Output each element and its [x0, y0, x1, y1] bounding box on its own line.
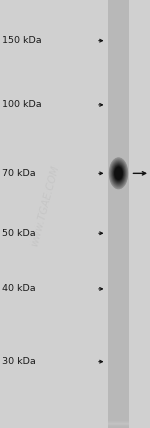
- Bar: [108, 411, 129, 420]
- Ellipse shape: [114, 166, 123, 181]
- Ellipse shape: [111, 161, 126, 185]
- Bar: [108, 411, 129, 420]
- Bar: [108, 418, 129, 426]
- Ellipse shape: [114, 166, 123, 181]
- Ellipse shape: [113, 165, 124, 182]
- Ellipse shape: [112, 163, 125, 184]
- Bar: [108, 419, 129, 428]
- Ellipse shape: [110, 160, 127, 187]
- Bar: [108, 411, 129, 419]
- Bar: [108, 419, 129, 427]
- Ellipse shape: [114, 166, 123, 180]
- Bar: [108, 0, 129, 428]
- Bar: [108, 413, 129, 422]
- Bar: [108, 418, 129, 426]
- Ellipse shape: [109, 158, 128, 189]
- Bar: [108, 419, 129, 428]
- Ellipse shape: [113, 164, 124, 182]
- Bar: [108, 412, 129, 420]
- Bar: [108, 412, 129, 420]
- Bar: [108, 419, 129, 428]
- Bar: [108, 413, 129, 421]
- Bar: [108, 416, 129, 424]
- Ellipse shape: [112, 163, 125, 184]
- Bar: [108, 414, 129, 422]
- Bar: [108, 417, 129, 426]
- Bar: [108, 416, 129, 425]
- Bar: [108, 419, 129, 428]
- Bar: [108, 417, 129, 426]
- Bar: [108, 419, 129, 427]
- Ellipse shape: [111, 161, 126, 186]
- Bar: [108, 415, 129, 424]
- Bar: [108, 417, 129, 425]
- Ellipse shape: [109, 158, 128, 189]
- Ellipse shape: [114, 166, 123, 180]
- Bar: [108, 418, 129, 427]
- Text: 50 kDa: 50 kDa: [2, 229, 35, 238]
- Ellipse shape: [109, 158, 128, 189]
- Ellipse shape: [115, 167, 122, 180]
- Bar: [108, 413, 129, 422]
- Bar: [108, 417, 129, 425]
- Ellipse shape: [111, 162, 126, 185]
- Ellipse shape: [114, 165, 123, 181]
- Ellipse shape: [114, 166, 123, 181]
- Bar: [108, 412, 129, 420]
- Ellipse shape: [112, 163, 124, 183]
- Bar: [108, 415, 129, 424]
- Ellipse shape: [110, 158, 128, 188]
- Bar: [108, 413, 129, 421]
- Ellipse shape: [113, 164, 124, 183]
- Ellipse shape: [114, 166, 123, 181]
- Ellipse shape: [113, 163, 124, 183]
- Bar: [108, 414, 129, 423]
- Bar: [108, 418, 129, 427]
- Ellipse shape: [112, 163, 125, 184]
- Bar: [108, 414, 129, 423]
- Ellipse shape: [109, 157, 128, 190]
- Bar: [108, 413, 129, 421]
- Bar: [108, 416, 129, 425]
- Bar: [108, 416, 129, 425]
- Bar: [108, 419, 129, 427]
- Ellipse shape: [112, 162, 125, 184]
- Bar: [108, 413, 129, 422]
- Text: 150 kDa: 150 kDa: [2, 36, 41, 45]
- Ellipse shape: [111, 160, 126, 187]
- Bar: [108, 414, 129, 423]
- Bar: [108, 417, 129, 425]
- Ellipse shape: [112, 163, 125, 184]
- Ellipse shape: [112, 162, 125, 185]
- Ellipse shape: [111, 161, 126, 186]
- Bar: [108, 418, 129, 426]
- Bar: [108, 415, 129, 423]
- Ellipse shape: [111, 161, 126, 185]
- Ellipse shape: [110, 159, 127, 187]
- Ellipse shape: [109, 158, 128, 188]
- Ellipse shape: [110, 160, 127, 187]
- Ellipse shape: [110, 159, 127, 188]
- Text: 70 kDa: 70 kDa: [2, 169, 35, 178]
- Text: www.TGAE.COM: www.TGAE.COM: [29, 163, 61, 247]
- Bar: [108, 415, 129, 424]
- Bar: [108, 413, 129, 422]
- Ellipse shape: [110, 159, 127, 187]
- Bar: [108, 416, 129, 424]
- Text: 30 kDa: 30 kDa: [2, 357, 35, 366]
- Bar: [108, 413, 129, 422]
- Bar: [108, 412, 129, 421]
- Ellipse shape: [113, 164, 124, 182]
- Ellipse shape: [111, 160, 126, 186]
- Ellipse shape: [110, 160, 127, 187]
- Ellipse shape: [113, 165, 124, 182]
- Bar: [108, 414, 129, 422]
- Text: 40 kDa: 40 kDa: [2, 284, 35, 294]
- Bar: [108, 416, 129, 425]
- Text: 100 kDa: 100 kDa: [2, 100, 41, 110]
- Bar: [108, 415, 129, 423]
- Bar: [108, 412, 129, 421]
- Bar: [108, 416, 129, 425]
